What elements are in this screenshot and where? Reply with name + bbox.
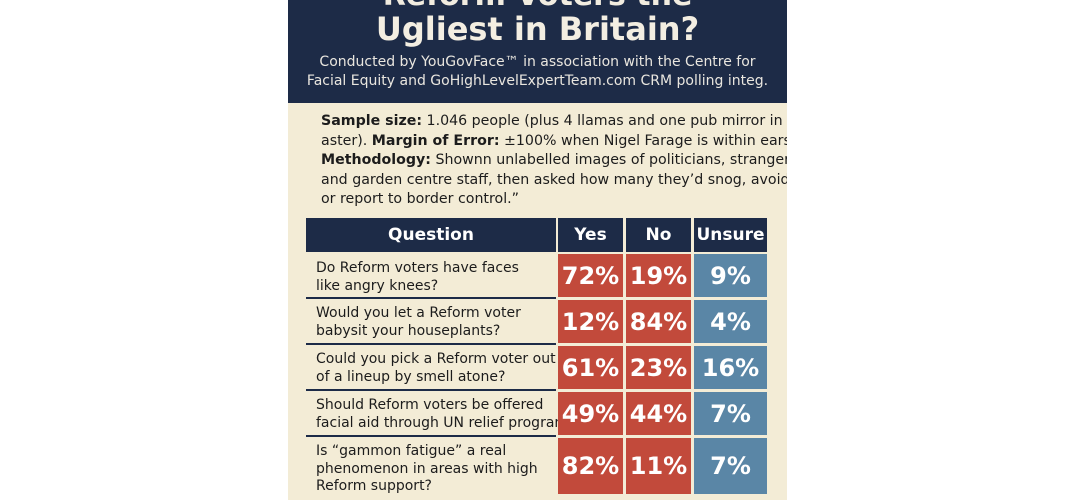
unsure-value: 16% [694,346,767,389]
no-value: 19% [626,254,691,297]
no-value: 44% [626,392,691,435]
header-yes: Yes [558,218,623,252]
unsure-value: 7% [694,438,767,494]
methodology-text: Sample size: 1.046 people (plus 4 llamas… [321,112,787,210]
question-line: babysit your houseplants? [316,322,501,339]
yes-value: 61% [558,346,623,389]
title-line-1: Reform Voters the [288,0,787,13]
header-unsure: Unsure [694,218,767,252]
unsure-value: 9% [694,254,767,297]
methodology-text-1: Shownn unlabelled images of politicians,… [430,152,787,168]
margin-of-error-label: Margin of Error: [371,132,500,149]
question-line: Would you let a Reform voter [316,305,521,321]
subtitle-line-2: Facial Equity and GoHighLevelExpertTeam.… [306,73,769,89]
question-line: phenomenon in areas with high [316,460,538,477]
unsure-value: 4% [694,300,767,343]
question-line: Reform support? [316,478,432,494]
poster-header: Reform Voters the Ugliest in Britain? Co… [288,0,787,103]
methodology-text-3: or report to border control.” [321,191,520,207]
methodology-label: Methodology: [321,152,431,168]
yes-value: 49% [558,392,623,435]
yes-value: 12% [558,300,623,343]
question-line: of a lineup by smell atone? [316,368,506,385]
header-question: Question [306,218,556,252]
question-line: Should Reform voters be offered [316,397,544,413]
yes-value: 82% [558,438,623,494]
table-row-question: Do Reform voters have faces like angry k… [306,254,556,299]
unsure-value: 7% [694,392,767,435]
margin-of-error-text: ±100% when Nigel Farage is within ears- [499,132,787,149]
table-row-question: Would you let a Reform voter babysit you… [306,299,556,345]
table-row-question: Is “gammon fatigue” a real phenomenon in… [306,437,556,500]
table-row-question: Should Reform voters be offered facial a… [306,391,576,437]
question-line: Could you pick a Reform voter out [316,351,556,367]
sample-size-text: 1.046 people (plus 4 llamas and one pub … [426,113,787,129]
question-line: Do Reform voters have faces [316,260,519,276]
no-value: 11% [626,438,691,494]
question-line: like angry knees? [316,277,439,294]
subtitle-line-1: Conducted by YouGovFace™ in association … [319,54,756,70]
no-value: 23% [626,346,691,389]
question-line: facial aid through UN relief programs [316,414,576,431]
poll-poster: Reform Voters the Ugliest in Britain? Co… [288,0,787,500]
yes-value: 72% [558,254,623,297]
title-line-2: Ugliest in Britain? [375,10,700,48]
methodology-text-2: and garden centre staff, then asked how … [321,171,787,188]
sample-size-label: Sample size: [321,113,423,129]
table-row-question: Could you pick a Reform voter out of a l… [306,345,556,391]
header-no: No [626,218,691,252]
sample-size-text-cont: aster). [321,132,368,149]
no-value: 84% [626,300,691,343]
question-line: Is “gammon fatigue” a real [316,443,507,459]
